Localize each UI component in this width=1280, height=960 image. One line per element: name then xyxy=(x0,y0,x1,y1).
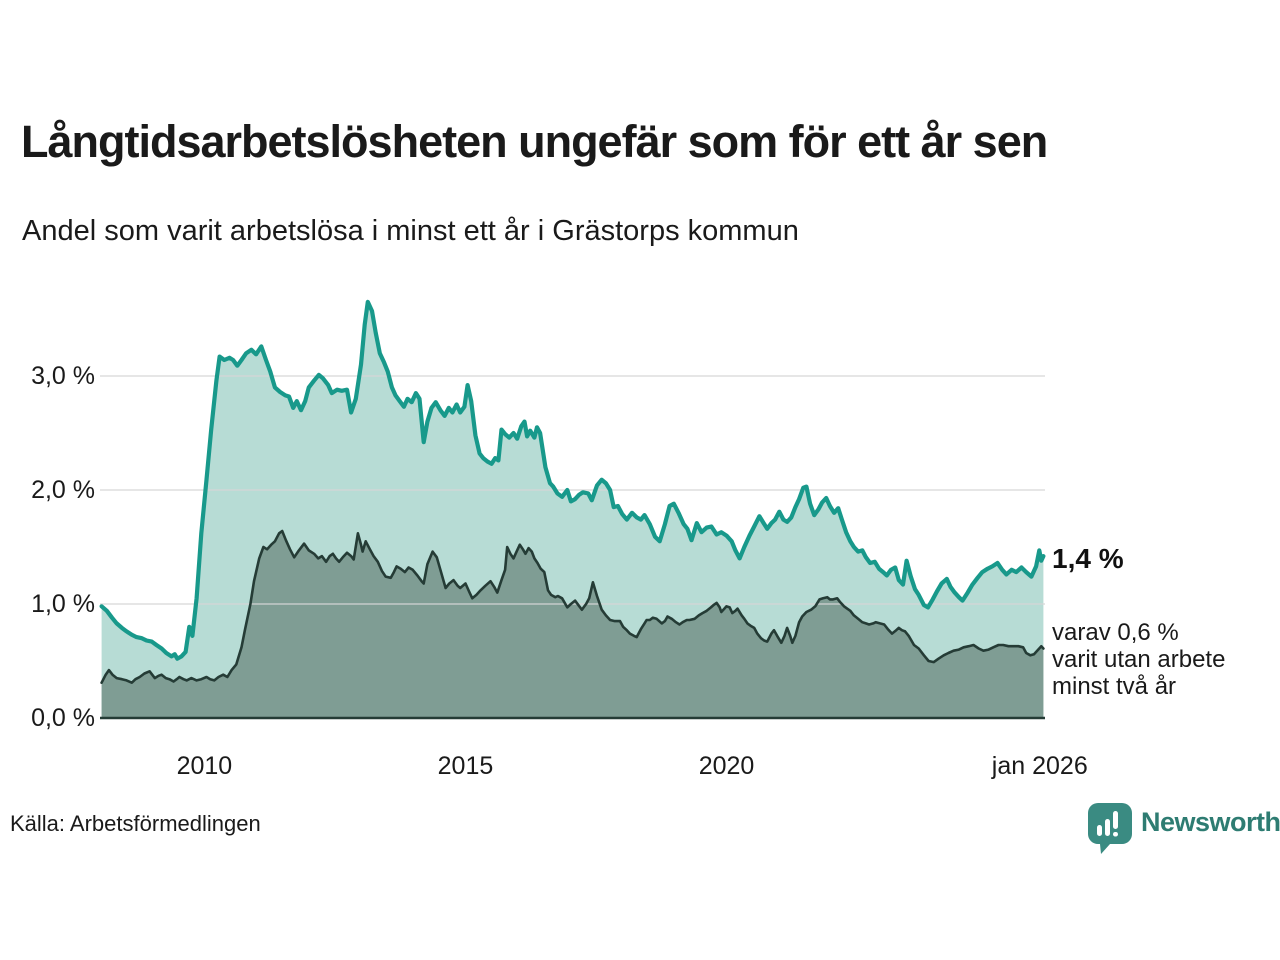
x-tick-2010: 2010 xyxy=(176,752,233,780)
source-credit: Källa: Arbetsförmedlingen xyxy=(10,811,261,836)
x-tick-jan-2026: jan 2026 xyxy=(991,752,1088,780)
y-tick-3,0%: 3,0 % xyxy=(31,362,95,390)
series-end-value-label: 1,4 % xyxy=(1052,543,1124,574)
annotation-line-2: varit utan arbete xyxy=(1052,646,1226,673)
annotation-line-1: varav 0,6 % xyxy=(1052,619,1179,646)
annotation-line-3: minst två år xyxy=(1052,673,1177,700)
y-tick-1,0%: 1,0 % xyxy=(31,590,95,618)
line-1yr xyxy=(99,299,1046,661)
newsworthy-logo: Newsworthy xyxy=(1088,803,1280,855)
area-2yr xyxy=(101,531,1044,718)
bar-chart-speech-bubble-icon xyxy=(1088,803,1132,854)
series2-annotation: varav 0,6 % varit utan arbete minst två … xyxy=(1052,619,1225,700)
x-tick-2015: 2015 xyxy=(437,752,494,780)
x-tick-2020: 2020 xyxy=(698,752,755,780)
page-subtitle: Andel som varit arbetslösa i minst ett å… xyxy=(22,215,799,247)
y-tick-0,0%: 0,0 % xyxy=(31,704,95,732)
line-2yr xyxy=(100,529,1045,684)
newsworthy-wordmark: Newsworthy xyxy=(1141,807,1280,837)
page-title: Långtidsarbetslösheten ungefär som för e… xyxy=(21,116,1048,167)
y-tick-2,0%: 2,0 % xyxy=(31,476,95,504)
